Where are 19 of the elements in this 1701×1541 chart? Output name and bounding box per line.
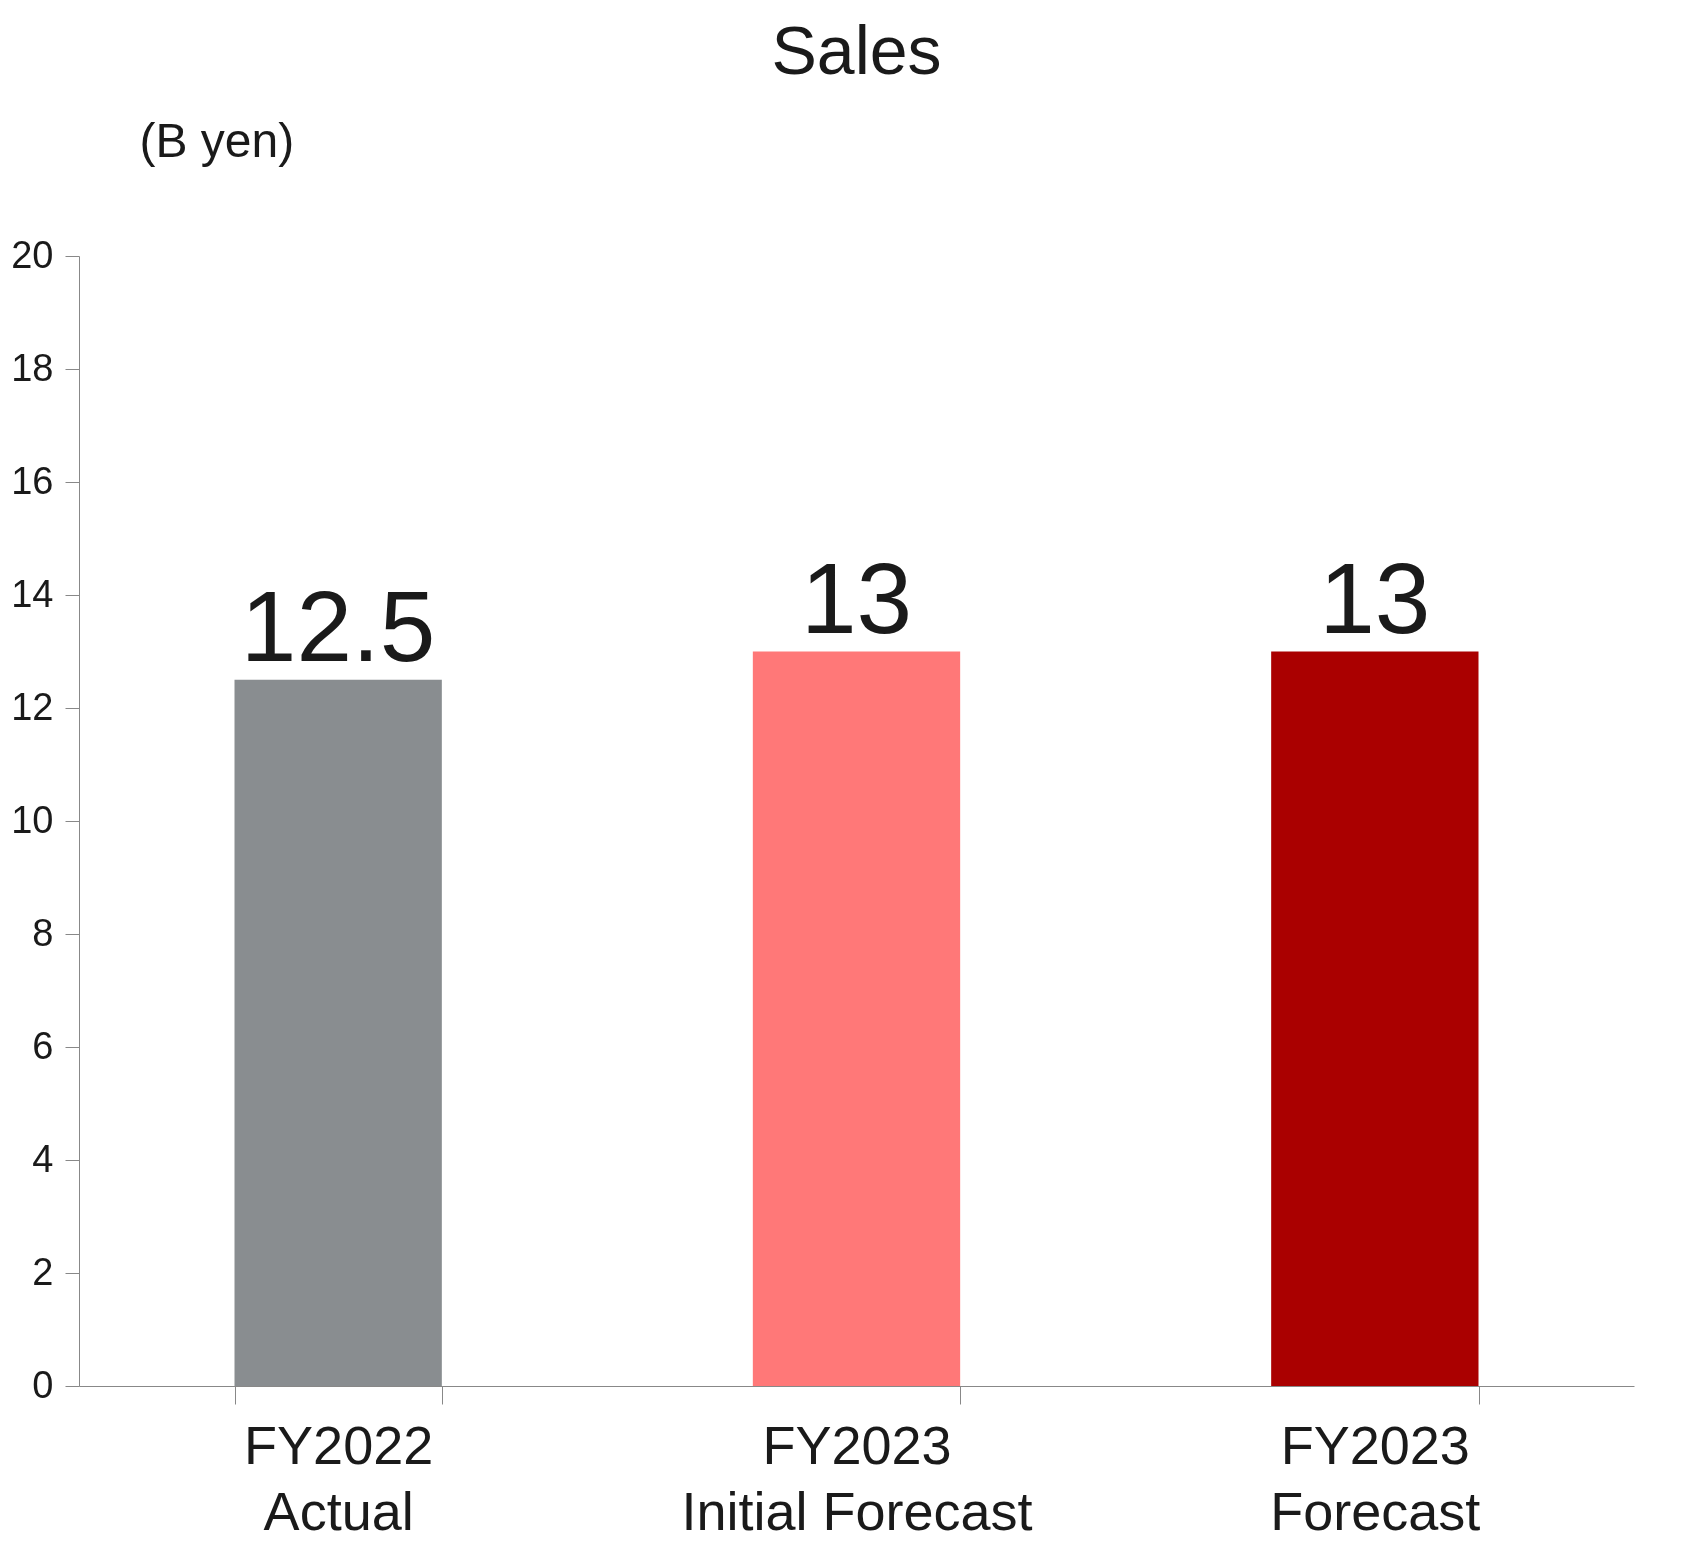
y-tick-label: 10 <box>11 798 54 841</box>
y-tick-label: 14 <box>11 572 54 615</box>
y-tick-label: 0 <box>32 1363 54 1406</box>
data-label: 13 <box>1319 541 1431 654</box>
y-tick-label: 2 <box>32 1250 54 1293</box>
x-tick-label: FY2023 Initial Forecast <box>681 1414 1033 1541</box>
y-tick-label: 18 <box>11 346 54 389</box>
y-tick-label: 16 <box>11 459 54 502</box>
x-tick-label: FY2023 Forecast <box>1270 1414 1481 1541</box>
y-tick-label: 4 <box>32 1137 54 1180</box>
y-tick-label: 20 <box>11 233 54 276</box>
y-tick-label: 8 <box>32 911 54 954</box>
chart-title: Sales <box>771 12 942 88</box>
data-label: 13 <box>800 541 913 654</box>
x-tick-label: FY2022 Actual <box>244 1414 434 1541</box>
y-axis-title: (B yen) <box>139 113 295 167</box>
data-label: 12.5 <box>240 569 436 682</box>
y-tick-label: 6 <box>32 1024 54 1067</box>
y-tick-label: 12 <box>11 685 54 728</box>
